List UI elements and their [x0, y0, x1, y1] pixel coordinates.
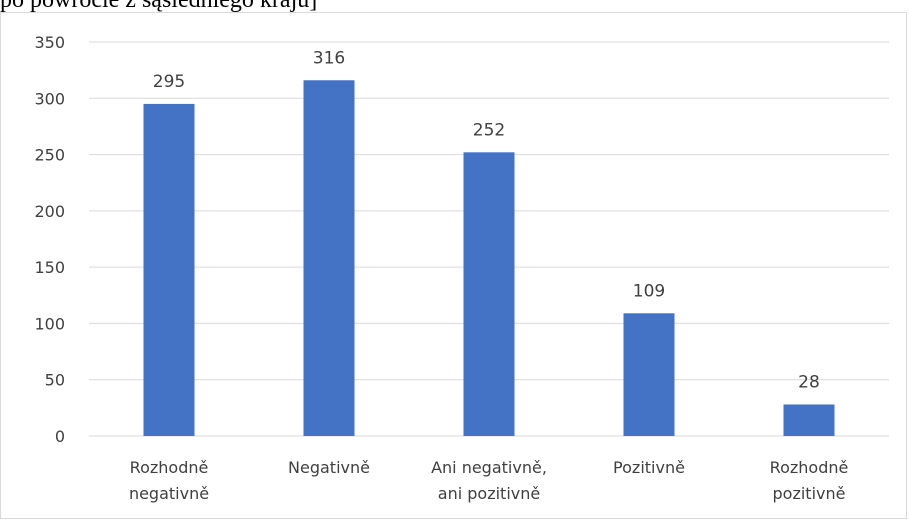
data-label-3: 109	[633, 281, 665, 301]
bar-4	[783, 404, 835, 436]
x-tick-label-1-0: Negativně	[288, 458, 370, 477]
bar-2	[463, 152, 515, 436]
data-labels: 295 316 252 109 28	[153, 48, 820, 392]
y-tick-label: 150	[34, 258, 65, 277]
x-tick-label-4-0: Rozhodně	[770, 458, 849, 477]
y-tick-label: 50	[45, 371, 65, 390]
y-axis-ticks: 0 50 100 150 200 250 300 350	[34, 33, 65, 446]
bar-0	[143, 103, 195, 437]
bar-1	[303, 80, 355, 436]
y-tick-label: 350	[34, 33, 65, 52]
x-tick-label-0-0: Rozhodně	[130, 458, 209, 477]
x-tick-label-2-1: ani pozitivně	[438, 484, 540, 503]
caption-fragment: po powrocie z sąsiedniego kraju]	[0, 0, 318, 13]
bars	[143, 80, 835, 437]
bar-chart: 0 50 100 150 200 250 300 350 295 316 252 109 28 Roz…	[34, 33, 889, 503]
y-tick-label: 200	[34, 202, 65, 221]
x-tick-label-2-0: Ani negativně,	[431, 458, 547, 477]
x-axis-ticks: Rozhodně negativně Negativně Ani negativně,…	[129, 458, 848, 503]
data-label-2: 252	[473, 120, 505, 140]
x-tick-label-4-1: pozitivně	[773, 484, 846, 503]
bar-3	[623, 313, 675, 436]
x-tick-label-0-1: negativně	[129, 484, 209, 503]
data-label-4: 28	[798, 372, 820, 392]
data-label-0: 295	[153, 72, 185, 92]
chart-area: 0 50 100 150 200 250 300 350 295 316 252 109 28 Roz…	[0, 12, 907, 519]
y-tick-label: 300	[34, 89, 65, 108]
y-tick-label: 100	[34, 314, 65, 333]
x-tick-label-3-0: Pozitivně	[613, 458, 685, 477]
data-label-1: 316	[313, 48, 345, 68]
y-tick-label: 0	[55, 427, 65, 446]
y-tick-label: 250	[34, 146, 65, 165]
